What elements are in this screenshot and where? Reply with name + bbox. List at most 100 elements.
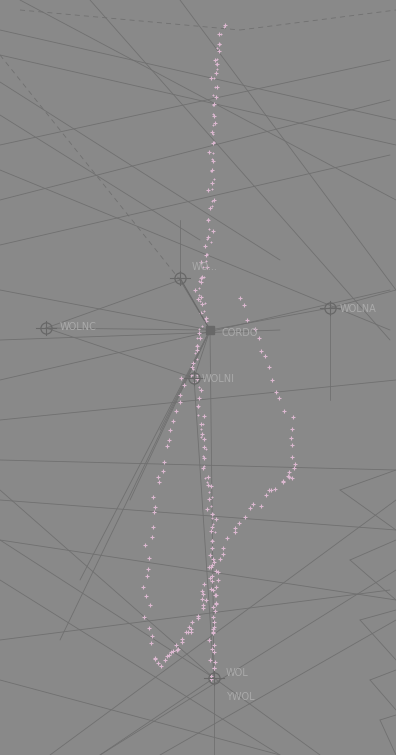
Point xyxy=(151,507,158,519)
Point xyxy=(173,405,179,417)
Point xyxy=(210,623,217,635)
Point xyxy=(150,491,156,503)
Point xyxy=(210,584,216,596)
Point xyxy=(141,611,147,623)
Point xyxy=(208,236,214,248)
Point xyxy=(200,588,207,600)
Point xyxy=(266,361,272,373)
Point xyxy=(273,386,279,398)
Point xyxy=(211,646,217,658)
Point xyxy=(194,331,200,344)
Point xyxy=(200,450,207,462)
Point xyxy=(169,414,176,427)
Point xyxy=(166,424,173,436)
Point xyxy=(164,649,170,661)
Point xyxy=(211,193,217,205)
Point xyxy=(186,621,192,633)
Point xyxy=(247,502,253,514)
Point xyxy=(241,299,247,311)
Point xyxy=(211,173,217,185)
Point xyxy=(211,616,217,628)
Point xyxy=(208,525,214,537)
Point xyxy=(200,304,207,316)
Point xyxy=(211,639,217,651)
Point xyxy=(198,298,205,310)
Point xyxy=(210,518,217,530)
Point xyxy=(203,249,209,261)
Point xyxy=(213,565,219,577)
Point xyxy=(220,548,227,560)
Point xyxy=(204,233,210,245)
Point xyxy=(222,20,228,32)
Point xyxy=(204,261,210,273)
Point xyxy=(188,368,194,381)
Text: YWOL: YWOL xyxy=(226,692,255,702)
Point xyxy=(207,572,213,584)
Point xyxy=(208,200,215,212)
Point xyxy=(198,320,205,332)
Point xyxy=(211,72,217,84)
Point xyxy=(263,488,269,501)
Point xyxy=(178,371,184,384)
Point xyxy=(205,212,211,224)
Point xyxy=(206,486,213,498)
Point xyxy=(164,439,171,451)
Point xyxy=(205,479,211,491)
Point xyxy=(211,110,217,122)
Point xyxy=(166,649,172,661)
Point xyxy=(211,605,218,617)
Point xyxy=(212,117,218,129)
Point xyxy=(215,566,221,578)
Point xyxy=(213,42,220,54)
Point xyxy=(209,643,215,655)
Point xyxy=(209,153,216,165)
Point xyxy=(202,297,208,310)
Point xyxy=(168,646,174,658)
Point xyxy=(158,660,164,672)
Point xyxy=(202,315,209,327)
Point xyxy=(155,657,162,669)
Point xyxy=(196,323,202,335)
Point xyxy=(213,91,219,103)
Point xyxy=(199,271,205,283)
Point xyxy=(213,63,220,75)
Point xyxy=(218,29,224,41)
Point xyxy=(211,655,218,667)
Point xyxy=(262,350,268,362)
Point xyxy=(217,38,224,50)
Point xyxy=(149,630,155,642)
Point xyxy=(214,58,220,70)
Point xyxy=(216,45,222,57)
Point xyxy=(209,626,216,638)
Text: WOLNI: WOLNI xyxy=(202,374,235,384)
Point xyxy=(196,289,202,301)
Point xyxy=(258,344,265,356)
Point xyxy=(200,462,206,474)
Point xyxy=(196,392,202,404)
Point xyxy=(209,534,216,546)
Point xyxy=(211,590,218,602)
Point xyxy=(176,389,183,401)
Point xyxy=(195,392,202,404)
Point xyxy=(196,381,202,393)
Point xyxy=(208,500,215,512)
Point xyxy=(195,612,202,624)
Point xyxy=(209,508,215,520)
Point xyxy=(208,177,215,190)
Point xyxy=(203,442,209,455)
Point xyxy=(160,465,167,477)
Point xyxy=(155,470,161,482)
Point xyxy=(251,323,258,335)
Point xyxy=(179,633,185,645)
Point xyxy=(179,636,185,649)
Point xyxy=(232,526,239,538)
Point xyxy=(198,291,204,304)
Point xyxy=(272,482,278,495)
Point xyxy=(199,271,206,283)
Point xyxy=(217,553,223,565)
Point xyxy=(249,498,256,510)
Point xyxy=(199,428,206,440)
Point xyxy=(209,137,216,149)
Point xyxy=(210,225,216,237)
Point xyxy=(203,312,209,324)
